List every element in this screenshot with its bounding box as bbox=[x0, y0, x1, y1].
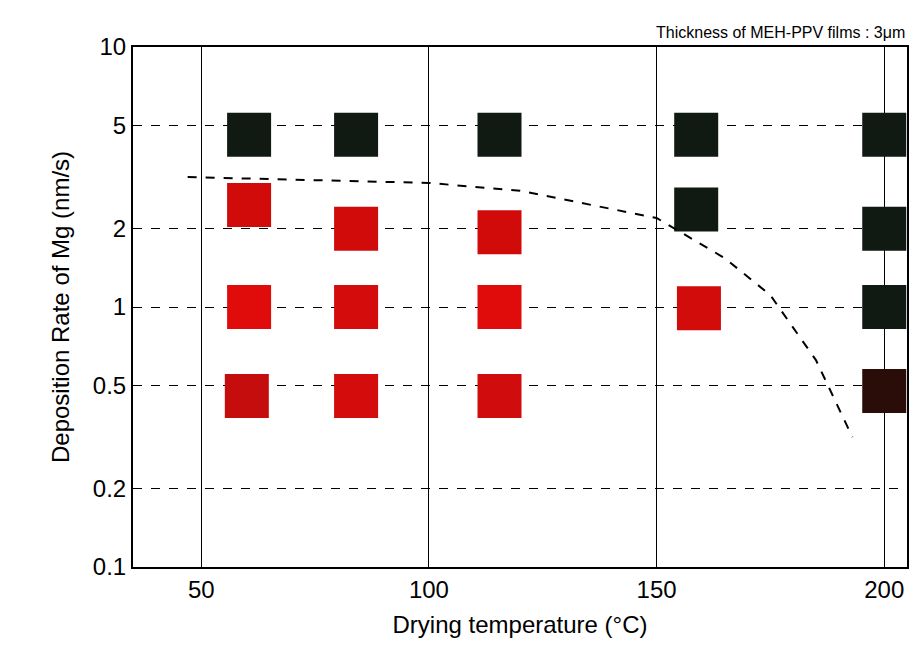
svg-text:1: 1 bbox=[113, 293, 126, 320]
svg-text:Thickness of MEH-PPV films : 3: Thickness of MEH-PPV films : 3μm bbox=[656, 24, 905, 41]
svg-text:0.5: 0.5 bbox=[93, 372, 126, 399]
svg-text:5: 5 bbox=[113, 112, 126, 139]
svg-text:Drying temperature (°C): Drying temperature (°C) bbox=[393, 611, 648, 638]
svg-text:150: 150 bbox=[637, 576, 677, 603]
svg-text:Deposition Rate of Mg (nm/s): Deposition Rate of Mg (nm/s) bbox=[47, 151, 74, 463]
svg-text:0.2: 0.2 bbox=[93, 475, 126, 502]
svg-text:200: 200 bbox=[864, 576, 904, 603]
svg-text:0.1: 0.1 bbox=[93, 553, 126, 580]
svg-text:10: 10 bbox=[99, 33, 126, 60]
svg-text:50: 50 bbox=[188, 576, 215, 603]
svg-text:100: 100 bbox=[409, 576, 449, 603]
svg-text:2: 2 bbox=[113, 215, 126, 242]
